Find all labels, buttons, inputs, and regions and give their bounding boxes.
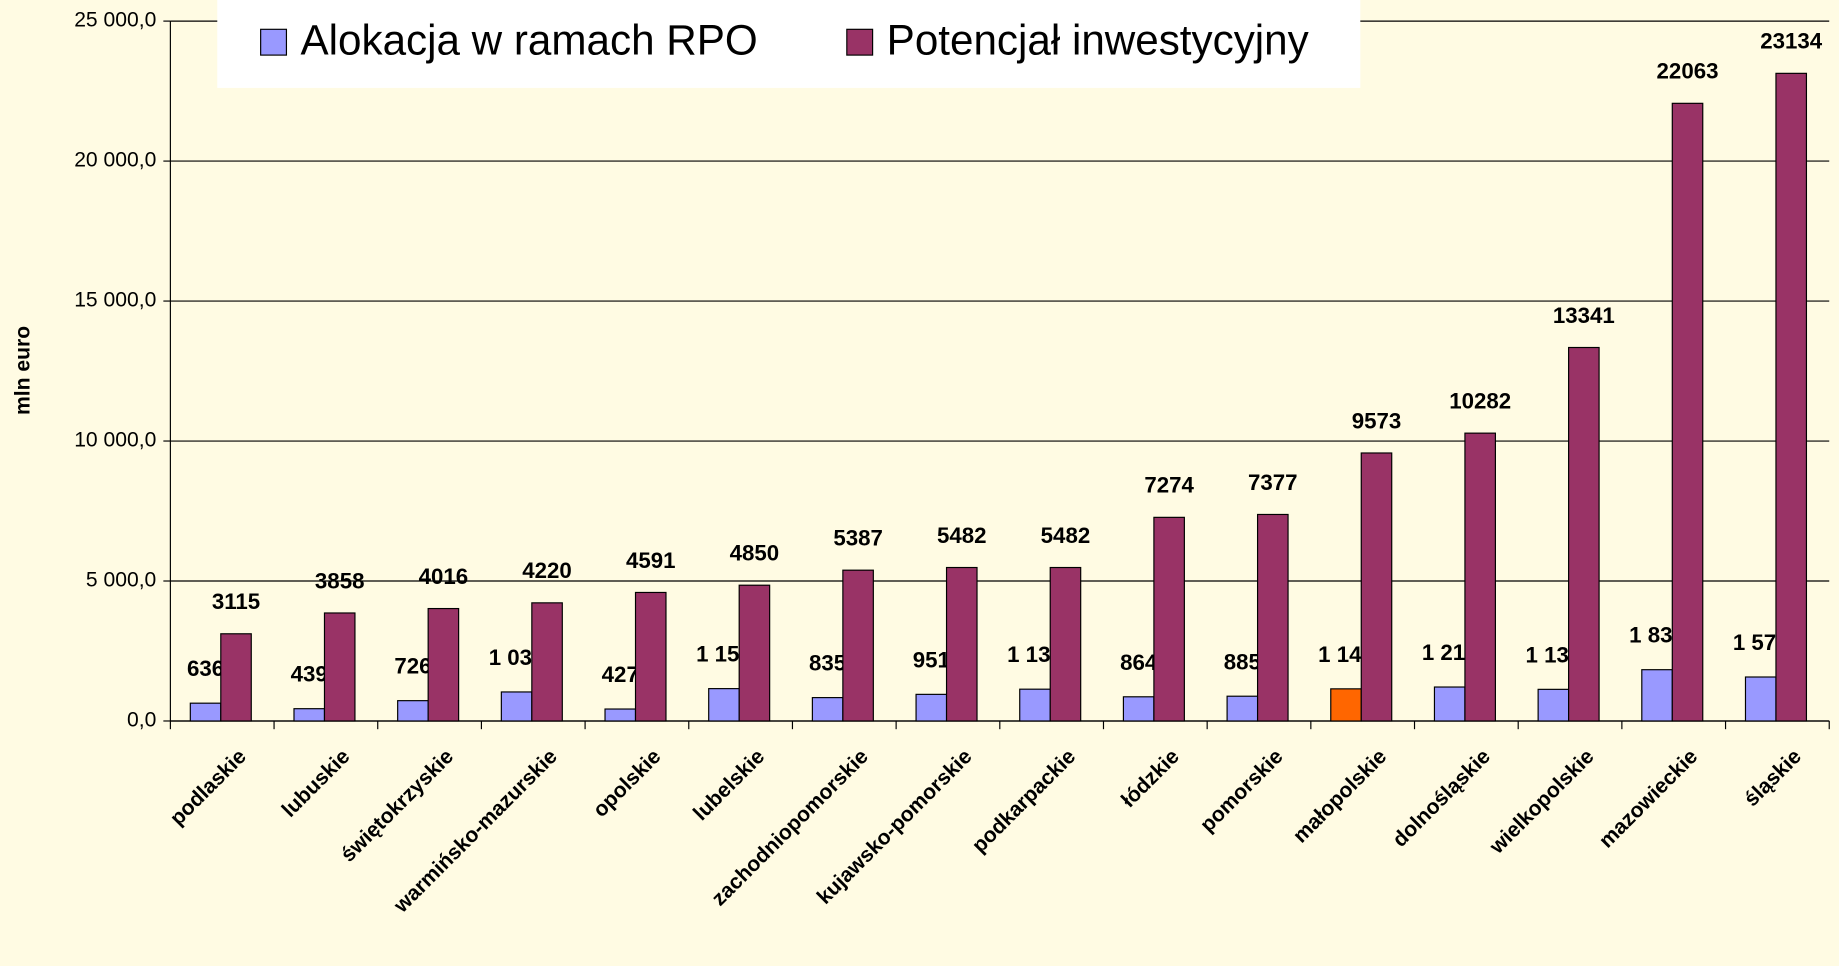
- bar: [1049, 566, 1082, 722]
- bar: [1641, 669, 1673, 722]
- bar: [1537, 688, 1570, 722]
- bar: [945, 566, 978, 722]
- bar: [323, 612, 356, 722]
- bar: [397, 700, 429, 722]
- value-label: 4016: [419, 564, 469, 589]
- value-label: 439: [291, 662, 328, 687]
- y-tick-label: 25 000,0: [74, 9, 156, 32]
- value-label: 3858: [315, 568, 365, 593]
- bar: [1671, 102, 1704, 722]
- y-tick-label: 10 000,0: [74, 429, 156, 452]
- bar: [604, 708, 637, 722]
- bar: [220, 633, 252, 722]
- value-label: 4220: [522, 558, 572, 583]
- bar: [1330, 688, 1362, 722]
- bar: [189, 702, 222, 722]
- value-label: 5482: [1041, 523, 1091, 548]
- value-label: 4591: [626, 548, 676, 573]
- bar: [1744, 676, 1777, 722]
- value-label: 885: [1224, 649, 1261, 674]
- value-label: 5387: [833, 526, 883, 551]
- bar: [915, 693, 948, 722]
- bar: [500, 691, 533, 722]
- value-label: 23134: [1760, 29, 1823, 54]
- bar: [842, 569, 874, 722]
- value-label: 427: [602, 662, 639, 687]
- value-label: 5482: [937, 523, 987, 548]
- value-label: 10282: [1449, 389, 1511, 414]
- bar: [293, 708, 326, 722]
- bar: [1256, 513, 1289, 722]
- value-label: 7377: [1248, 470, 1298, 495]
- legend-swatch: [260, 28, 288, 56]
- legend-swatch: [846, 28, 874, 56]
- legend-label: Alokacja w ramach RPO: [301, 17, 758, 64]
- legend: [217, 0, 1361, 88]
- value-label: 835: [809, 651, 846, 676]
- bar: [1464, 432, 1496, 722]
- value-label: 13341: [1553, 303, 1615, 328]
- value-label: 726: [394, 654, 431, 679]
- bar: [1122, 696, 1155, 722]
- bar: [1019, 688, 1051, 722]
- y-tick-label: 20 000,0: [74, 149, 156, 172]
- bar: [427, 607, 460, 722]
- y-axis-label: mln euro: [11, 326, 34, 415]
- bar: [708, 688, 740, 722]
- bar: [1775, 72, 1808, 722]
- bar: [1153, 516, 1185, 722]
- value-label: 864: [1120, 650, 1158, 675]
- value-label: 636: [187, 656, 224, 681]
- value-label: 3115: [212, 589, 260, 614]
- value-label: 7274: [1144, 473, 1194, 498]
- y-tick-label: 0,0: [127, 709, 156, 732]
- bar: [531, 602, 563, 722]
- value-label: 4850: [730, 541, 780, 566]
- y-tick-label: 5 000,0: [86, 569, 156, 592]
- bar: [1226, 695, 1259, 722]
- bar: [1360, 452, 1393, 722]
- bar: [1568, 346, 1600, 722]
- bar: [811, 697, 844, 722]
- value-label: 951: [913, 647, 950, 672]
- bar: [738, 584, 771, 722]
- bar: [1433, 686, 1466, 722]
- value-label: 9573: [1352, 408, 1402, 433]
- legend-label: Potencjał inwestycyjny: [887, 17, 1310, 64]
- bar: [634, 591, 667, 722]
- y-tick-label: 15 000,0: [74, 289, 156, 312]
- value-label: 22063: [1657, 59, 1719, 84]
